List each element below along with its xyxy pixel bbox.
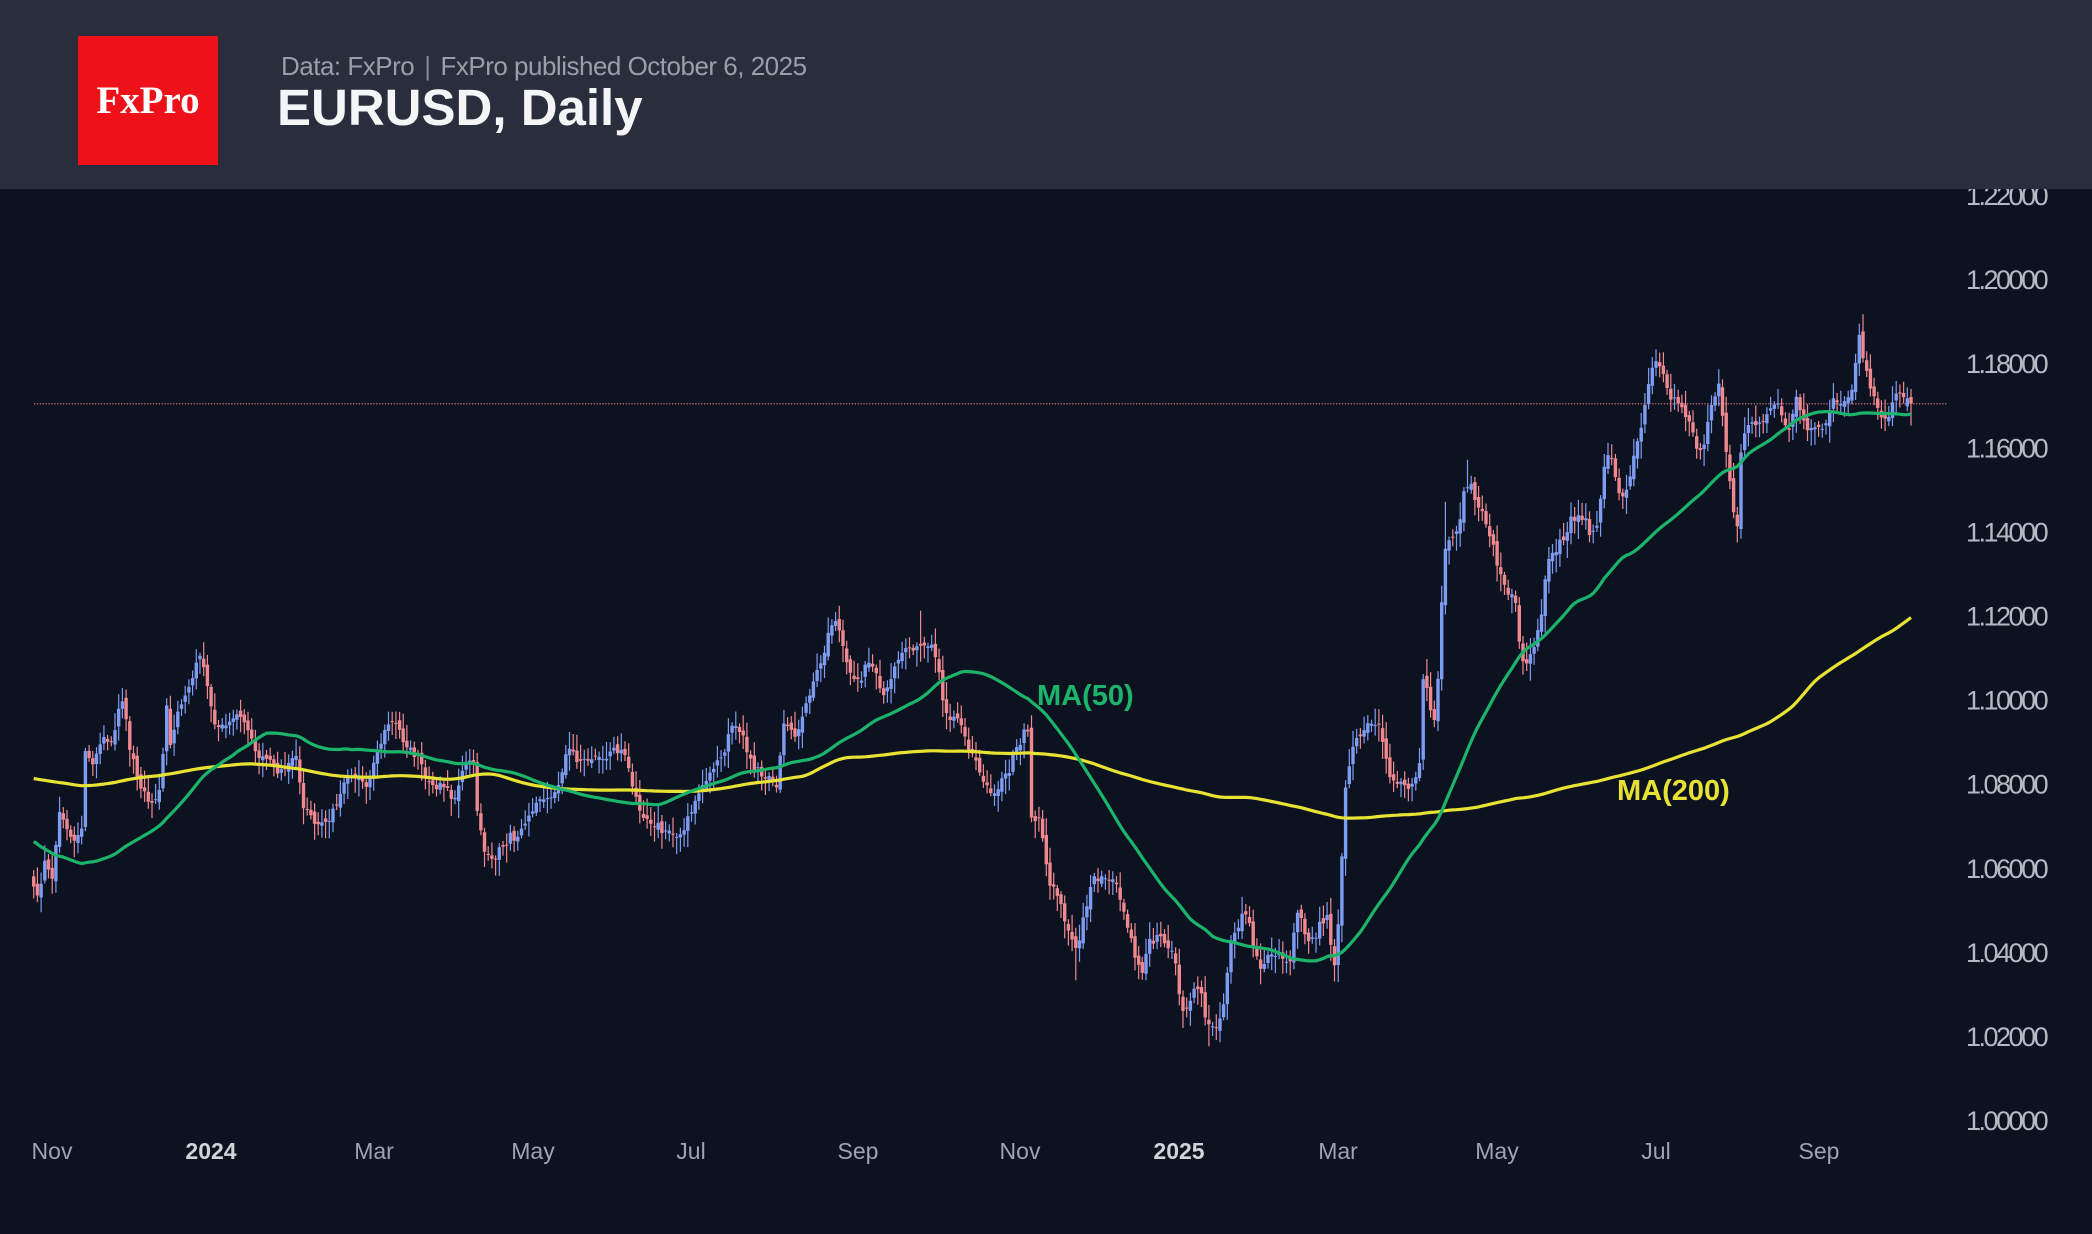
svg-text:1.06000: 1.06000 <box>1966 854 2048 884</box>
svg-text:1.02000: 1.02000 <box>1966 1022 2048 1052</box>
svg-text:1.12000: 1.12000 <box>1966 602 2048 632</box>
svg-text:1.18000: 1.18000 <box>1966 349 2048 379</box>
svg-text:May: May <box>511 1138 555 1164</box>
svg-text:Mar: Mar <box>1318 1138 1358 1164</box>
svg-text:1.20000: 1.20000 <box>1966 265 2048 295</box>
svg-text:1.04000: 1.04000 <box>1966 938 2048 968</box>
svg-text:Jul: Jul <box>676 1138 705 1164</box>
svg-text:1.08000: 1.08000 <box>1966 770 2048 800</box>
svg-text:Nov: Nov <box>32 1138 73 1164</box>
svg-text:May: May <box>1475 1138 1519 1164</box>
svg-text:2025: 2025 <box>1153 1138 1204 1164</box>
svg-text:MA(200): MA(200) <box>1617 775 1730 807</box>
svg-text:1.10000: 1.10000 <box>1966 686 2048 716</box>
svg-text:Mar: Mar <box>354 1138 394 1164</box>
svg-text:Sep: Sep <box>838 1138 879 1164</box>
svg-text:1.16000: 1.16000 <box>1966 433 2048 463</box>
svg-text:1.00000: 1.00000 <box>1966 1106 2048 1136</box>
svg-text:MA(50): MA(50) <box>1037 680 1134 712</box>
svg-text:1.14000: 1.14000 <box>1966 517 2048 547</box>
svg-text:Sep: Sep <box>1799 1138 1840 1164</box>
svg-text:Nov: Nov <box>1000 1138 1041 1164</box>
svg-text:2024: 2024 <box>185 1138 236 1164</box>
svg-text:Jul: Jul <box>1641 1138 1670 1164</box>
